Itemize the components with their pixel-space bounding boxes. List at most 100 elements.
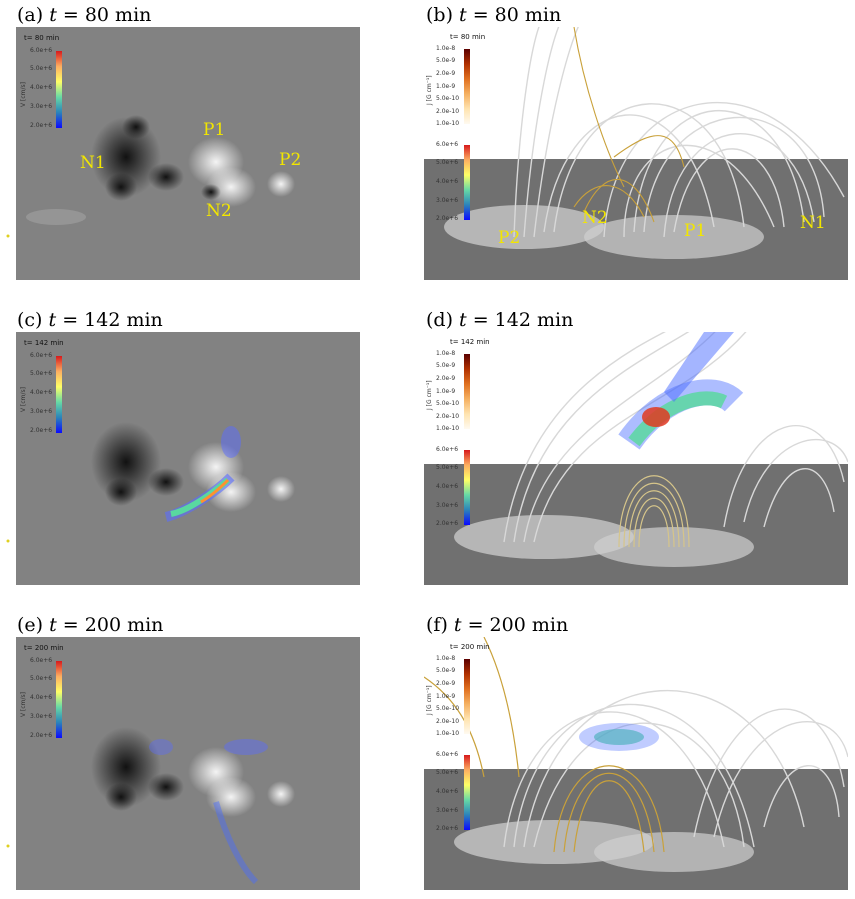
- caption-f: (f) t = 200 min: [426, 614, 569, 636]
- caption-b: (b) t = 80 min: [426, 4, 562, 26]
- v-colorbar-title: V [cm/s]: [20, 82, 27, 107]
- v-tick: 5.0e+6: [436, 769, 459, 776]
- caption-a: (a) t = 80 min: [17, 4, 152, 26]
- j-tick: 2.0e-10: [436, 718, 460, 725]
- time-label-c: t= 142 min: [24, 339, 64, 347]
- j-tick: 1.0e-10: [436, 120, 460, 127]
- j-colorbar-f: [464, 659, 470, 734]
- caption-d: (d) t = 142 min: [426, 309, 574, 331]
- v-tick: 5.0e+6: [30, 675, 53, 682]
- v-tick: 3.0e+6: [30, 103, 53, 110]
- caption-c: (c) t = 142 min: [17, 309, 163, 331]
- v-tick: 3.0e+6: [436, 197, 459, 204]
- v-tick: 3.0e+6: [30, 408, 53, 415]
- time-label-e: t= 200 min: [24, 644, 64, 652]
- j-tick: 1.0e-8: [436, 45, 456, 52]
- panel-b-3d-view: t= 80 min 1.0e-8 5.0e-9 2.0e-9 1.0e-9 5.…: [424, 27, 848, 280]
- v-colorbar-title: V [cm/s]: [20, 387, 27, 412]
- v-tick: 6.0e+6: [436, 141, 459, 148]
- v-tick: 5.0e+6: [436, 159, 459, 166]
- v-tick: 2.0e+6: [436, 215, 459, 222]
- v-tick: 6.0e+6: [30, 352, 53, 359]
- polarity-label-n2: N2: [206, 201, 232, 221]
- polarity-label-n1: N1: [80, 153, 106, 173]
- j-colorbar-title: J [G cm⁻¹]: [426, 380, 433, 410]
- v-tick: 2.0e+6: [30, 427, 53, 434]
- magnetogram-c-image: [91, 422, 295, 522]
- panel-d-3d-view: t= 142 min 1.0e-8 5.0e-9 2.0e-9 1.0e-9 5…: [424, 332, 848, 585]
- j-tick: 5.0e-9: [436, 667, 456, 674]
- j-tick: 2.0e-10: [436, 413, 460, 420]
- v-tick: 6.0e+6: [436, 446, 459, 453]
- field-lines-b-image: [424, 27, 848, 280]
- caption-e: (e) t = 200 min: [17, 614, 164, 636]
- time-label-d: t= 142 min: [450, 338, 490, 346]
- j-tick: 2.0e-10: [436, 108, 460, 115]
- j-colorbar-b: [464, 49, 470, 124]
- j-tick: 2.0e-9: [436, 70, 456, 77]
- field-lines-f-image: [424, 637, 848, 890]
- j-tick: 1.0e-8: [436, 655, 456, 662]
- v-tick: 2.0e+6: [30, 732, 53, 739]
- field-lines-d-image: [424, 332, 848, 585]
- v-tick: 3.0e+6: [436, 807, 459, 814]
- panel-f-3d-view: t= 200 min 1.0e-8 5.0e-9 2.0e-9 1.0e-9 5…: [424, 637, 848, 890]
- v-colorbar-a: [56, 51, 62, 128]
- j-tick: 5.0e-10: [436, 400, 460, 407]
- polarity-label-p2: P2: [279, 150, 302, 170]
- v-tick: 2.0e+6: [436, 825, 459, 832]
- v-tick: 5.0e+6: [30, 370, 53, 377]
- polarity-label-p1: P1: [203, 120, 226, 140]
- panel-a-magnetogram: t= 80 min 6.0e+6 5.0e+6 4.0e+6 3.0e+6 2.…: [16, 27, 360, 280]
- panel-c-magnetogram: t= 142 min 6.0e+6 5.0e+6 4.0e+6 3.0e+6 2…: [16, 332, 360, 585]
- orientation-axes-icon: [6, 539, 10, 543]
- j-tick: 1.0e-10: [436, 730, 460, 737]
- polarity-label-n1: N1: [800, 213, 826, 233]
- v-tick: 5.0e+6: [436, 464, 459, 471]
- j-tick: 5.0e-10: [436, 705, 460, 712]
- v-tick: 4.0e+6: [436, 483, 459, 490]
- v-tick: 6.0e+6: [30, 657, 53, 664]
- polarity-label-p1: P1: [684, 221, 707, 241]
- j-tick: 5.0e-9: [436, 362, 456, 369]
- j-tick: 1.0e-10: [436, 425, 460, 432]
- v-tick: 6.0e+6: [30, 47, 53, 54]
- magnetogram-a-image: [26, 115, 295, 225]
- magnetogram-e-image: [91, 727, 295, 885]
- v-colorbar-c: [56, 356, 62, 433]
- j-tick: 1.0e-8: [436, 350, 456, 357]
- j-tick: 1.0e-9: [436, 693, 456, 700]
- v-tick: 6.0e+6: [436, 751, 459, 758]
- j-tick: 5.0e-10: [436, 95, 460, 102]
- j-tick: 1.0e-9: [436, 83, 456, 90]
- panel-e-magnetogram: t= 200 min 6.0e+6 5.0e+6 4.0e+6 3.0e+6 2…: [16, 637, 360, 890]
- j-tick: 1.0e-9: [436, 388, 456, 395]
- v-tick: 2.0e+6: [436, 520, 459, 527]
- j-colorbar-title: J [G cm⁻¹]: [426, 75, 433, 105]
- v-tick: 2.0e+6: [30, 122, 53, 129]
- j-tick: 2.0e-9: [436, 375, 456, 382]
- v-tick: 3.0e+6: [30, 713, 53, 720]
- v-colorbar-f: [464, 755, 470, 830]
- polarity-label-p2: P2: [498, 228, 521, 248]
- v-colorbar-d: [464, 450, 470, 525]
- orientation-axes-icon: [6, 844, 10, 848]
- v-tick: 4.0e+6: [30, 84, 53, 91]
- time-label-f: t= 200 min: [450, 643, 490, 651]
- j-colorbar-d: [464, 354, 470, 429]
- j-tick: 2.0e-9: [436, 680, 456, 687]
- v-tick: 4.0e+6: [30, 389, 53, 396]
- v-colorbar-title: V [cm/s]: [20, 692, 27, 717]
- v-colorbar-e: [56, 661, 62, 738]
- v-tick: 4.0e+6: [436, 788, 459, 795]
- v-tick: 3.0e+6: [436, 502, 459, 509]
- j-tick: 5.0e-9: [436, 57, 456, 64]
- v-tick: 4.0e+6: [30, 694, 53, 701]
- time-label-a: t= 80 min: [24, 34, 60, 42]
- polarity-label-n2: N2: [582, 208, 608, 228]
- v-tick: 4.0e+6: [436, 178, 459, 185]
- time-label-b: t= 80 min: [450, 33, 486, 41]
- j-colorbar-title: J [G cm⁻¹]: [426, 685, 433, 715]
- v-tick: 5.0e+6: [30, 65, 53, 72]
- orientation-axes-icon: [6, 234, 10, 238]
